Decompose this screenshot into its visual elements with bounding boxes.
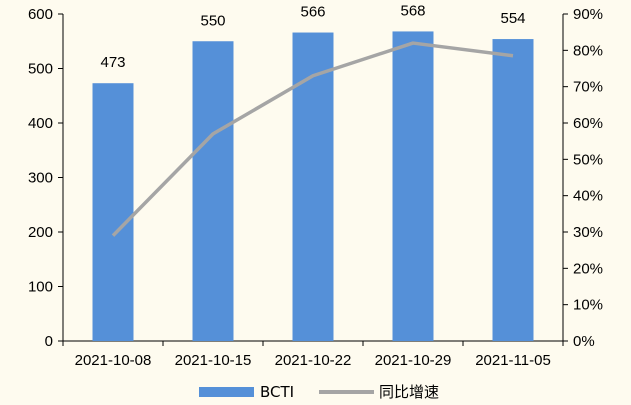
right-y-tick-label: 90% (573, 6, 603, 23)
bar-data-labels: 473 550 566 568 554 (100, 2, 525, 71)
x-tick-label: 2021-10-08 (75, 352, 152, 369)
legend-label-yoy-growth: 同比增速 (379, 383, 439, 401)
x-tick-label: 2021-10-15 (175, 352, 252, 369)
left-y-tick-label: 600 (28, 6, 53, 23)
bar-bcti (192, 41, 234, 341)
bar-data-label: 566 (300, 4, 325, 21)
legend-swatch-bcti (199, 387, 254, 397)
right-y-tick-label: 40% (573, 188, 603, 205)
legend-label-bcti: BCTI (260, 383, 294, 401)
right-y-tick-label: 30% (573, 224, 603, 241)
left-y-tick-label: 0 (45, 333, 53, 350)
right-y-tick-label: 20% (573, 260, 603, 277)
right-y-tick-label: 50% (573, 151, 603, 168)
bar-bcti (292, 32, 334, 341)
right-y-tick-label: 60% (573, 115, 603, 132)
line-series-yoy-growth (111, 41, 514, 237)
bar-data-label: 554 (500, 10, 525, 27)
x-tick-label: 2021-10-22 (275, 352, 352, 369)
right-y-tick-label: 10% (573, 297, 603, 314)
line-yoy-growth (111, 41, 514, 237)
legend: BCTI 同比增速 (199, 383, 439, 401)
right-y-tick-label: 80% (573, 42, 603, 59)
left-y-tick-label: 200 (28, 224, 53, 241)
bar-bcti (92, 83, 134, 341)
right-y-axis-ticks: 0% 10% 20% 30% 40% 50% 60% 70% 80% 90% (563, 6, 603, 350)
left-y-tick-label: 300 (28, 170, 53, 187)
bar-data-label: 550 (200, 12, 225, 29)
left-y-axis-ticks: 0 100 200 300 400 500 600 (28, 6, 63, 350)
x-tick-label: 2021-11-05 (475, 352, 551, 369)
bar-data-label: 473 (100, 54, 125, 71)
bar-bcti (392, 31, 434, 341)
x-tick-label: 2021-10-29 (375, 352, 452, 369)
bar-data-label: 568 (400, 2, 425, 19)
x-axis-ticks: 2021-10-08 2021-10-15 2021-10-22 2021-10-29… (62, 341, 564, 369)
right-y-tick-label: 0% (573, 333, 595, 350)
bar-series-bcti (92, 31, 534, 341)
left-y-tick-label: 100 (28, 279, 53, 296)
bar-bcti (492, 39, 534, 341)
left-y-tick-label: 400 (28, 115, 53, 132)
left-y-tick-label: 500 (28, 61, 53, 78)
right-y-tick-label: 70% (573, 79, 603, 96)
